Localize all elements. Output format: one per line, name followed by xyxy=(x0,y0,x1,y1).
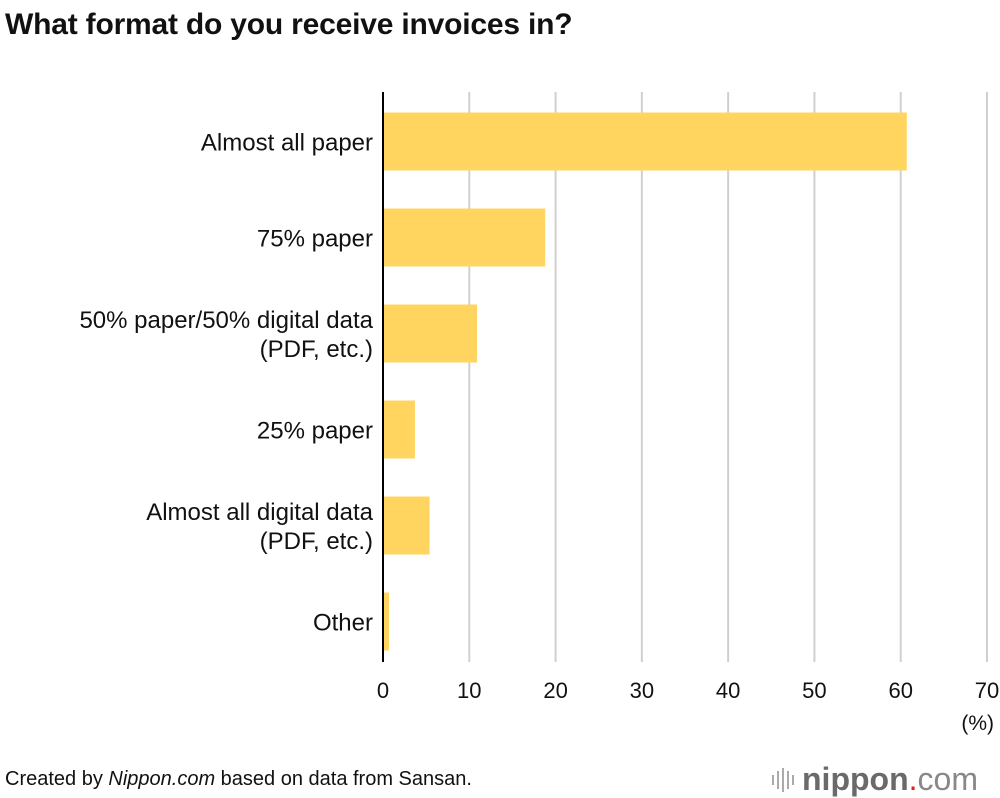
x-tick-label: 70 xyxy=(975,678,999,703)
nippon-logo: nippon.com xyxy=(772,761,978,798)
credit-prefix: Created by xyxy=(5,768,109,790)
logo-name: nippon xyxy=(802,761,909,797)
category-label: 25% paper xyxy=(257,418,373,445)
x-axis-unit-label: (%) xyxy=(961,712,994,735)
category-label: Other xyxy=(313,610,373,637)
x-tick-label: 10 xyxy=(457,678,481,703)
bar xyxy=(383,304,478,363)
x-tick-label: 50 xyxy=(802,678,826,703)
category-label: 50% paper/50% digital data xyxy=(79,307,373,334)
x-tick-label: 0 xyxy=(377,678,389,703)
bar-chart: 0 10 20 30 40 50 60 70 Almost all paper 75% paper… xyxy=(79,92,999,703)
source-credit: Created by Nippon.com based on data from… xyxy=(5,768,472,791)
logo-mark-icon xyxy=(772,767,794,792)
bar xyxy=(383,592,390,651)
bar xyxy=(383,208,546,267)
logo-tld: com xyxy=(917,761,978,797)
bar xyxy=(383,496,430,555)
category-label: (PDF, etc.) xyxy=(260,336,373,363)
credit-source: Nippon.com xyxy=(108,768,216,790)
x-tick-label: 40 xyxy=(716,678,740,703)
x-tick-label: 20 xyxy=(543,678,567,703)
bar xyxy=(383,400,415,459)
category-label: Almost all paper xyxy=(201,130,373,157)
logo-dot: . xyxy=(908,761,918,797)
bar xyxy=(383,112,907,171)
category-label: 75% paper xyxy=(257,226,373,253)
category-label: Almost all digital data xyxy=(146,499,373,526)
credit-suffix: based on data from Sansan. xyxy=(215,768,472,790)
category-label: (PDF, etc.) xyxy=(260,528,373,555)
x-tick-label: 30 xyxy=(630,678,654,703)
x-tick-label: 60 xyxy=(888,678,912,703)
chart-title: What format do you receive invoices in? xyxy=(5,8,573,41)
